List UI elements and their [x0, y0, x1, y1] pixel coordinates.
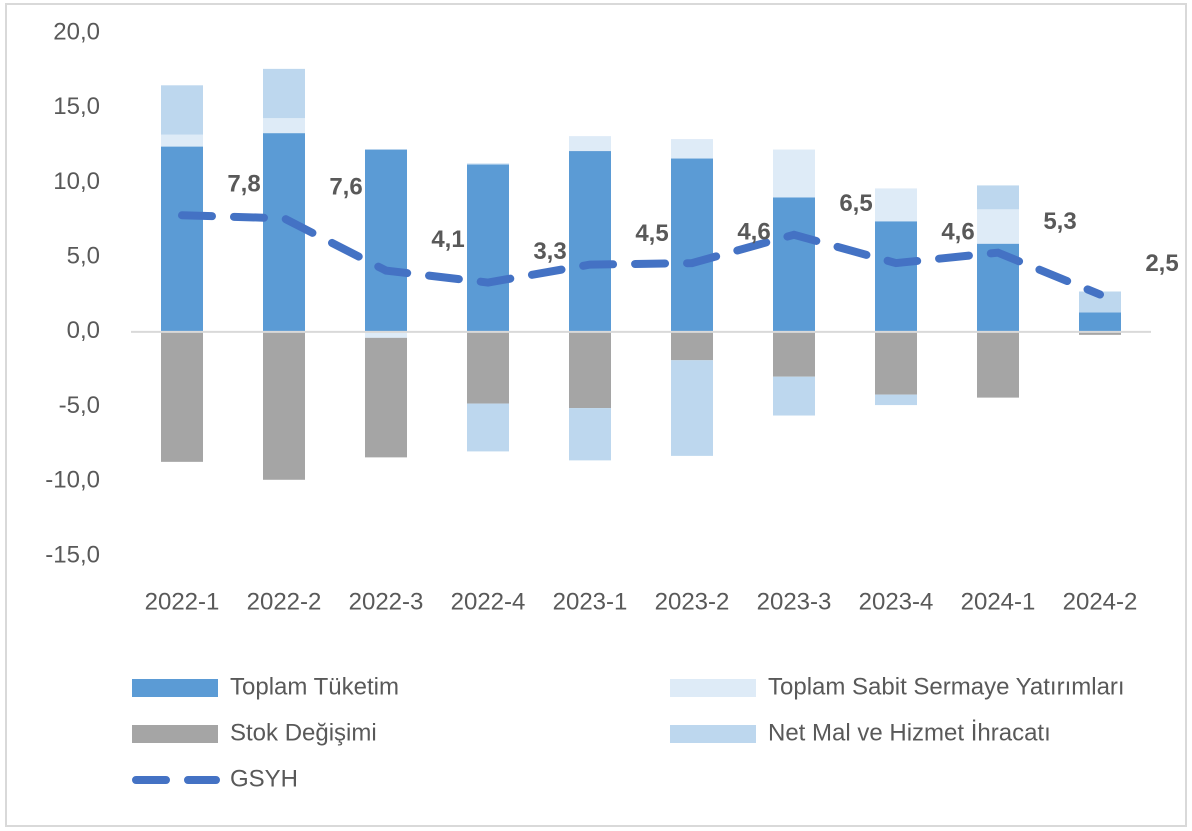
- data-label: 2,5: [1145, 250, 1178, 277]
- legend-label: GSYH: [230, 765, 298, 792]
- bar: [161, 146, 203, 332]
- legend-label: Net Mal ve Hizmet İhracatı: [768, 719, 1051, 746]
- bar: [977, 331, 1019, 398]
- x-tick-label: 2024-2: [1063, 588, 1138, 615]
- data-label: 4,6: [941, 218, 974, 245]
- bar: [161, 134, 203, 147]
- bar: [875, 331, 917, 395]
- y-tick-label: -10,0: [45, 467, 100, 494]
- bar: [467, 164, 509, 332]
- bar: [263, 331, 305, 480]
- bar: [773, 331, 815, 377]
- legend-swatch: [132, 679, 218, 697]
- bar: [569, 136, 611, 152]
- bar: [467, 331, 509, 404]
- bar: [569, 331, 611, 409]
- y-tick-label: 20,0: [53, 18, 100, 45]
- bar: [671, 158, 713, 332]
- bar: [263, 118, 305, 134]
- bar: [1079, 291, 1121, 313]
- line: [178, 211, 1104, 299]
- data-label: 4,5: [635, 220, 668, 247]
- bar: [671, 360, 713, 456]
- x-tick-label: 2022-2: [247, 588, 322, 615]
- bar: [875, 394, 917, 406]
- x-tick-label: 2024-1: [961, 588, 1036, 615]
- bar: [467, 163, 509, 165]
- legend-label: Toplam Tüketim: [230, 673, 399, 700]
- bar: [773, 149, 815, 198]
- bar: [365, 337, 407, 458]
- bar: [365, 331, 407, 338]
- data-label: 4,6: [737, 218, 770, 245]
- bar: [1079, 312, 1121, 332]
- legend-label: Toplam Sabit Sermaye Yatırımları: [768, 673, 1125, 700]
- x-tick-label: 2023-4: [859, 588, 934, 615]
- data-label: 7,6: [329, 174, 362, 201]
- bar: [263, 68, 305, 119]
- y-tick-label: 10,0: [53, 168, 100, 195]
- bar: [569, 408, 611, 461]
- legend-label: Stok Değişimi: [230, 719, 377, 746]
- bar: [773, 197, 815, 332]
- bar: [161, 331, 203, 462]
- bar: [1079, 331, 1121, 335]
- bar: [161, 85, 203, 135]
- bar: [263, 133, 305, 332]
- bar: [875, 188, 917, 222]
- bar: [977, 185, 1019, 210]
- legend-swatch: [132, 725, 218, 743]
- bar: [569, 151, 611, 332]
- data-label: 7,8: [227, 171, 260, 198]
- x-tick-label: 2023-1: [553, 588, 628, 615]
- bar: [977, 209, 1019, 244]
- bar: [467, 403, 509, 452]
- x-tick-label: 2022-4: [451, 588, 526, 615]
- bar: [671, 331, 713, 361]
- y-tick-label: 5,0: [67, 242, 100, 269]
- bar: [365, 149, 407, 332]
- legend-swatch: [670, 679, 756, 697]
- x-tick-label: 2023-2: [655, 588, 730, 615]
- x-tick-label: 2022-3: [349, 588, 424, 615]
- data-label: 5,3: [1043, 208, 1076, 235]
- y-tick-label: 15,0: [53, 93, 100, 120]
- bar: [875, 221, 917, 332]
- data-label: 6,5: [839, 190, 872, 217]
- x-tick-label: 2023-3: [757, 588, 832, 615]
- y-tick-label: -5,0: [59, 392, 100, 419]
- y-tick-label: 0,0: [67, 317, 100, 344]
- data-label: 3,3: [533, 238, 566, 265]
- bar: [773, 376, 815, 416]
- legend-swatch: [670, 725, 756, 743]
- data-label: 4,1: [431, 226, 464, 253]
- bar: [671, 139, 713, 159]
- y-tick-label: -15,0: [45, 541, 100, 568]
- x-tick-label: 2022-1: [145, 588, 220, 615]
